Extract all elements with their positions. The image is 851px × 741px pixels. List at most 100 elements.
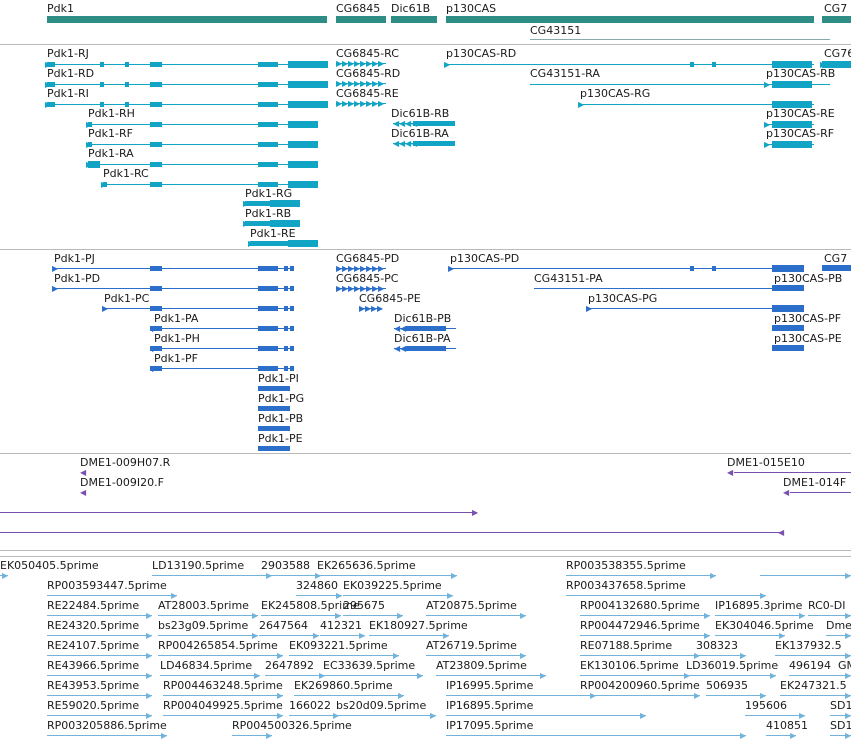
exon-block[interactable] bbox=[690, 62, 694, 67]
exon-block[interactable] bbox=[270, 200, 300, 207]
est-label: RE43966.5prime bbox=[47, 659, 140, 672]
exon-block[interactable] bbox=[150, 346, 162, 351]
exon-block[interactable] bbox=[258, 182, 278, 187]
exon-block[interactable] bbox=[88, 122, 92, 127]
exon-block[interactable] bbox=[125, 102, 129, 107]
exon-block[interactable] bbox=[288, 141, 318, 148]
exon-block[interactable] bbox=[258, 122, 278, 127]
exon-block[interactable] bbox=[100, 62, 104, 67]
exon-block[interactable] bbox=[100, 82, 104, 87]
intron-line bbox=[775, 655, 851, 656]
exon-block[interactable] bbox=[150, 82, 162, 87]
exon-block[interactable] bbox=[150, 366, 162, 371]
exon-block[interactable] bbox=[288, 240, 318, 247]
exon-block[interactable] bbox=[150, 62, 162, 67]
exon-block[interactable] bbox=[150, 142, 162, 147]
exon-block[interactable] bbox=[284, 366, 288, 371]
exon-block[interactable] bbox=[284, 346, 288, 351]
exon-block[interactable] bbox=[150, 182, 162, 187]
exon-block[interactable] bbox=[88, 142, 92, 147]
exon-block[interactable] bbox=[772, 305, 804, 312]
exon-block[interactable] bbox=[270, 220, 300, 227]
exon-block[interactable] bbox=[772, 101, 812, 108]
exon-block[interactable] bbox=[772, 121, 812, 128]
exon-block[interactable] bbox=[250, 241, 290, 246]
exon-block[interactable] bbox=[150, 122, 162, 127]
exon-block[interactable] bbox=[150, 266, 162, 271]
exon-block[interactable] bbox=[150, 162, 162, 167]
exon-block[interactable] bbox=[245, 201, 285, 206]
exon-block[interactable] bbox=[88, 161, 100, 168]
exon-block[interactable] bbox=[772, 325, 804, 331]
exon-block[interactable] bbox=[150, 286, 162, 291]
exon-block[interactable] bbox=[290, 306, 294, 311]
exon-block[interactable] bbox=[690, 266, 694, 271]
exon-block[interactable] bbox=[100, 102, 104, 107]
exon-block[interactable] bbox=[125, 62, 129, 67]
exon-block[interactable] bbox=[258, 326, 278, 331]
exon-block[interactable] bbox=[258, 142, 278, 147]
exon-block[interactable] bbox=[772, 81, 812, 88]
exon-block[interactable] bbox=[284, 306, 288, 311]
exon-block[interactable] bbox=[150, 326, 162, 331]
exon-block[interactable] bbox=[290, 286, 294, 291]
exon-block[interactable] bbox=[150, 306, 162, 311]
exon-block[interactable] bbox=[258, 426, 290, 431]
exon-block[interactable] bbox=[290, 266, 294, 271]
exon-block[interactable] bbox=[125, 82, 129, 87]
exon-block[interactable] bbox=[288, 101, 328, 108]
exon-block[interactable] bbox=[150, 102, 162, 107]
exon-block[interactable] bbox=[245, 221, 285, 226]
exon-block[interactable] bbox=[288, 181, 318, 188]
est-label: Dme bbox=[826, 619, 851, 632]
exon-block[interactable] bbox=[290, 346, 294, 351]
exon-block[interactable] bbox=[772, 345, 804, 351]
exon-block[interactable] bbox=[712, 266, 716, 271]
gene-bar-pdk1[interactable] bbox=[47, 16, 327, 23]
exon-block[interactable] bbox=[258, 386, 290, 391]
exon-block[interactable] bbox=[258, 102, 278, 107]
exon-block[interactable] bbox=[258, 266, 278, 271]
exon-block[interactable] bbox=[822, 61, 851, 68]
exon-block[interactable] bbox=[47, 62, 55, 67]
exon-block[interactable] bbox=[103, 182, 107, 187]
exon-block[interactable] bbox=[284, 326, 288, 331]
exon-block[interactable] bbox=[258, 62, 278, 67]
exon-block[interactable] bbox=[288, 121, 318, 128]
exon-block[interactable] bbox=[258, 286, 278, 291]
exon-block[interactable] bbox=[288, 161, 318, 168]
exon-block[interactable] bbox=[772, 265, 804, 272]
exon-block[interactable] bbox=[258, 162, 278, 167]
exon-block[interactable] bbox=[258, 366, 278, 371]
exon-block[interactable] bbox=[258, 346, 278, 351]
exon-block[interactable] bbox=[406, 346, 446, 351]
exon-block[interactable] bbox=[284, 266, 288, 271]
exon-block[interactable] bbox=[290, 326, 294, 331]
exon-block[interactable] bbox=[47, 82, 55, 87]
exon-block[interactable] bbox=[413, 121, 455, 126]
exon-block[interactable] bbox=[413, 141, 455, 146]
exon-block[interactable] bbox=[712, 62, 716, 67]
est-label: EK269860.5prime bbox=[294, 679, 393, 692]
exon-block[interactable] bbox=[288, 81, 328, 88]
exon-block[interactable] bbox=[290, 366, 294, 371]
intron-line bbox=[158, 655, 283, 656]
exon-block[interactable] bbox=[284, 286, 288, 291]
exon-block[interactable] bbox=[822, 265, 851, 271]
exon-block[interactable] bbox=[772, 61, 812, 68]
exon-block[interactable] bbox=[772, 285, 804, 291]
exon-block[interactable] bbox=[47, 102, 55, 107]
exon-block[interactable] bbox=[772, 141, 812, 148]
gene-bar-p130cas[interactable] bbox=[446, 16, 814, 23]
exon-block[interactable] bbox=[406, 326, 446, 331]
gene-bar-dic61b[interactable] bbox=[391, 16, 437, 23]
exon-block[interactable] bbox=[258, 306, 278, 311]
gene-bar-cg7[interactable] bbox=[822, 16, 851, 23]
strand-arrow-icon: ▶ bbox=[377, 304, 384, 313]
exon-block[interactable] bbox=[258, 446, 290, 451]
gene-bar-cg6845[interactable] bbox=[336, 16, 386, 23]
exon-block[interactable] bbox=[258, 406, 290, 411]
exon-block[interactable] bbox=[288, 61, 328, 68]
exon-block[interactable] bbox=[258, 82, 278, 87]
